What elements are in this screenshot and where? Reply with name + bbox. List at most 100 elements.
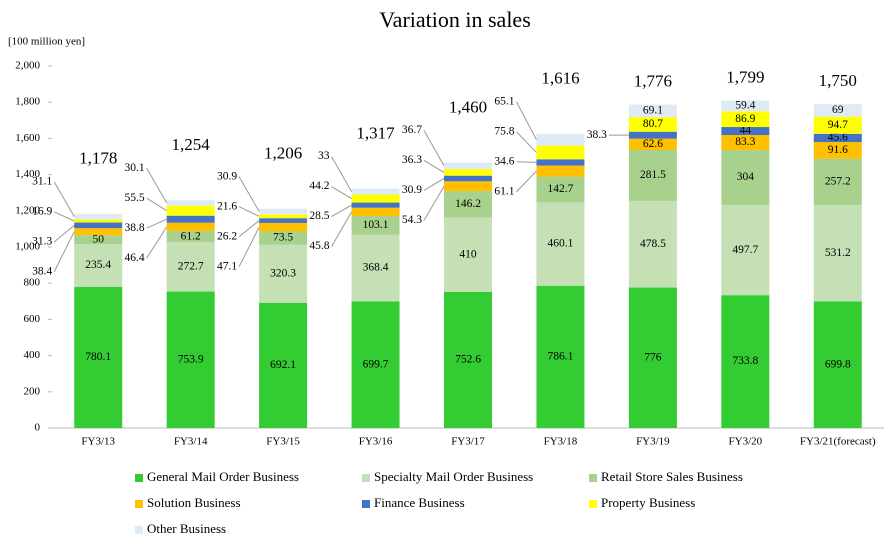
legend-label: Solution Business [147, 495, 241, 510]
leader-line [146, 226, 168, 259]
legend-label: Specialty Mail Order Business [374, 469, 533, 484]
leader-line [146, 218, 167, 229]
y-tick-label: 1,800 [15, 96, 40, 108]
leader-line [53, 231, 75, 273]
leader-line [516, 161, 537, 163]
bar-segment [74, 235, 123, 245]
y-tick-label: 200 [24, 385, 41, 397]
bar-segment [351, 207, 400, 217]
data-label: 65.1 [494, 95, 514, 107]
bar-segment [536, 145, 585, 160]
data-label: 776 [644, 351, 662, 363]
bar-segment [628, 131, 677, 139]
leader-line [331, 204, 352, 218]
data-label: 38.4 [32, 265, 52, 277]
bar-segment [813, 142, 862, 159]
legend-marker [589, 500, 597, 508]
data-label: 46.4 [125, 252, 145, 264]
total-label: 1,799 [726, 67, 764, 86]
data-label: 320.3 [270, 267, 296, 279]
total-label: 1,750 [819, 71, 857, 90]
data-label: 281.5 [640, 169, 666, 181]
data-label: 38.8 [125, 222, 145, 234]
y-tick-label: 400 [24, 349, 41, 361]
bar-segment [721, 134, 770, 151]
bar-segment [166, 205, 215, 216]
data-label: 272.7 [178, 261, 204, 273]
legend-marker [589, 474, 597, 482]
bar-segment [721, 205, 770, 296]
data-label: 54.3 [402, 214, 422, 226]
y-tick-label: 1,400 [15, 168, 40, 180]
bar-segment [813, 301, 862, 428]
bar-segment [628, 117, 677, 132]
y-tick-label: 800 [24, 277, 41, 289]
data-label: 103.1 [363, 219, 389, 231]
chart-title: Variation in sales [379, 7, 531, 32]
bar-segment [444, 217, 492, 292]
leader-line [331, 186, 352, 199]
bar-segment [721, 100, 770, 112]
data-label: 45.8 [309, 240, 329, 252]
legend-marker [135, 526, 143, 534]
total-label: 1,206 [264, 144, 302, 163]
data-label: 368.4 [363, 262, 389, 274]
leader-line [238, 176, 260, 212]
bar-segment [351, 234, 400, 302]
bar-segment [628, 104, 677, 118]
bar-segment [813, 116, 862, 134]
bar-segment [166, 242, 215, 292]
total-label: 1,460 [449, 97, 487, 116]
data-label: 30.9 [217, 170, 237, 182]
leader-line [423, 160, 445, 173]
data-label: 83.3 [735, 136, 755, 148]
data-label: 91.6 [828, 144, 848, 156]
legend-label: Finance Business [374, 495, 465, 510]
x-tick-label: FY3/15 [266, 436, 300, 448]
bar-segment [536, 285, 585, 428]
data-label: 21.6 [217, 200, 237, 212]
data-label: 61.1 [494, 185, 514, 197]
bar-segment [166, 200, 215, 206]
data-label: 30.9 [402, 184, 422, 196]
legend-label: Retail Store Sales Business [601, 469, 743, 484]
bar-segment [721, 111, 770, 128]
bar-segment [536, 133, 585, 146]
bar-segment [74, 244, 123, 287]
data-label: 36.7 [402, 124, 422, 136]
leader-line [146, 167, 168, 204]
leader-line [516, 131, 537, 153]
data-label: 780.1 [85, 351, 111, 363]
bar-segment [444, 191, 492, 218]
bar-segment [259, 218, 308, 223]
data-label: 80.7 [643, 118, 663, 130]
bar-segment [628, 200, 677, 288]
leader-line [516, 170, 537, 193]
leader-line [146, 197, 167, 212]
data-label: 55.5 [125, 192, 145, 204]
y-tick-label: 600 [24, 313, 41, 325]
y-tick-label: 1,600 [15, 132, 40, 144]
y-tick-label: 1,200 [15, 204, 40, 216]
data-label: 699.7 [363, 358, 389, 370]
bar-segment [351, 188, 400, 195]
x-tick-label: FY3/13 [81, 436, 115, 448]
legend-label: Other Business [147, 521, 226, 536]
bar-segment [813, 205, 862, 302]
leader-line [331, 156, 352, 192]
data-label: 146.2 [455, 198, 481, 210]
bar-segment [74, 219, 123, 223]
bar-segment [259, 208, 308, 215]
bar-segment [351, 194, 400, 203]
data-label: 699.8 [825, 358, 851, 370]
data-label: 34.6 [494, 155, 514, 167]
bar-segment [444, 181, 492, 192]
data-label: 460.1 [548, 238, 574, 250]
data-label: 61.2 [181, 230, 201, 242]
y-tick-label: 1,000 [15, 241, 40, 253]
data-label: 257.2 [825, 176, 851, 188]
data-label: 733.8 [732, 355, 758, 367]
leader-line [423, 185, 445, 221]
x-tick-label: FY3/14 [174, 436, 208, 448]
bar-segment [166, 222, 215, 232]
